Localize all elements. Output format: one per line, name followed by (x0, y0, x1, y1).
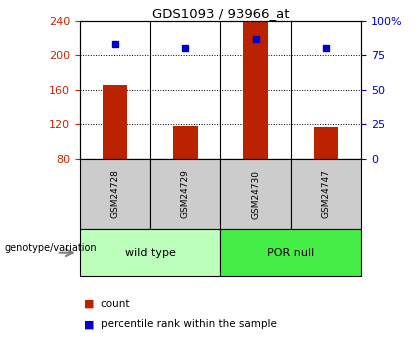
Text: ■: ■ (84, 319, 94, 329)
Text: GSM24730: GSM24730 (251, 169, 260, 219)
Text: GSM24729: GSM24729 (181, 170, 190, 218)
Title: GDS1093 / 93966_at: GDS1093 / 93966_at (152, 7, 289, 20)
Text: percentile rank within the sample: percentile rank within the sample (101, 319, 277, 329)
Text: count: count (101, 299, 130, 308)
Bar (102, 86, 127, 159)
Text: GSM24728: GSM24728 (110, 170, 119, 218)
Text: ■: ■ (84, 299, 94, 308)
Text: genotype/variation: genotype/variation (4, 243, 97, 253)
Text: POR null: POR null (267, 248, 315, 258)
Bar (243, 22, 268, 159)
Text: wild type: wild type (125, 248, 176, 258)
Bar (314, 127, 339, 159)
Text: GSM24747: GSM24747 (322, 170, 331, 218)
Bar (173, 126, 198, 159)
